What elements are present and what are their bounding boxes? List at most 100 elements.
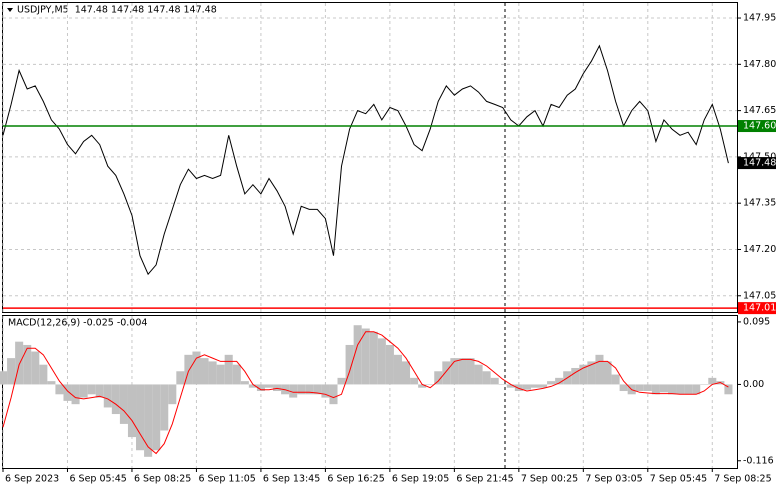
histogram-bar [353,325,362,385]
histogram-bar [31,351,40,385]
histogram-bar [321,384,330,398]
histogram-bar [273,384,282,392]
histogram-bar [95,384,104,398]
histogram-bar [47,381,56,385]
level-tag [738,120,776,133]
y-tick-label: 0.095 [743,316,770,327]
y-tick-label: 147.95 [743,13,776,24]
histogram-bar [152,384,161,451]
histogram-bar [539,384,548,388]
x-tick-label: 6 Sep 11:05 [198,474,255,485]
histogram-bar [555,377,564,385]
y-tick-label: 0.00 [743,379,764,390]
histogram-bar [482,371,491,385]
histogram-bar [579,364,588,385]
y-tick-label: 147.20 [743,244,776,255]
histogram-bar [651,384,660,395]
menu-icon [7,8,13,12]
histogram-bar [313,384,322,395]
y-tick-label: -0.116 [743,455,774,466]
histogram-bar [87,384,96,395]
histogram-bar [345,344,354,385]
histogram-bar [514,384,523,392]
histogram-bar [571,367,580,385]
histogram-bar [700,384,709,385]
histogram-bar [136,384,145,451]
histogram-bar [361,328,370,385]
x-tick-label: 6 Sep 2023 [5,474,59,485]
histogram-bar [369,331,378,385]
y-tick-label: 147.65 [743,105,776,116]
histogram-bar [176,371,185,385]
histogram-bar [506,384,515,388]
histogram-bar [305,384,314,395]
level-tag [738,302,776,315]
signal-line [2,331,729,455]
histogram-bar [240,381,249,385]
histogram-bar [127,384,137,438]
x-tick-label: 7 Sep 03:05 [585,474,642,485]
histogram-bar [248,384,257,388]
macd-title: MACD(12,26,9) -0.025 -0.004 [8,318,147,329]
histogram-bar [7,358,16,385]
histogram-bar [55,384,64,395]
price-panel [2,2,738,313]
histogram-bar [667,384,677,395]
histogram-bar [692,384,701,395]
histogram-bar [63,384,72,401]
y-tick-label: 147.05 [743,290,776,301]
y-tick-label: 147.35 [743,198,776,209]
histogram-bar [289,384,298,398]
histogram-bar [329,384,338,405]
x-tick-label: 6 Sep 21:45 [456,474,513,485]
histogram-bar [458,358,467,385]
price-tag [738,157,776,170]
histogram-bar [200,358,209,385]
histogram-bar [587,361,596,385]
histogram-bar [530,384,540,388]
x-tick-label: 6 Sep 05:45 [69,474,126,485]
histogram-bar [144,384,153,457]
histogram-bar [474,364,483,385]
histogram-bar [450,358,459,385]
x-tick-label: 6 Sep 19:05 [392,474,449,485]
histogram-bar [216,364,225,385]
histogram-bar [15,341,24,385]
x-tick-label: 7 Sep 08:25 [714,474,771,485]
histogram-bar [337,377,346,385]
chart-title: USDJPY,M5 147.48 147.48 147.48 147.48 [17,5,217,16]
histogram-bar [119,384,128,424]
histogram-bar [184,354,193,385]
histogram-bar [402,361,411,385]
histogram-bar [724,384,733,395]
histogram-bar [297,384,306,395]
histogram-bar [466,358,475,385]
level-label: 147.60 [743,121,776,132]
price-line [2,44,729,276]
histogram-bar [522,384,531,390]
histogram-bar [547,381,556,385]
histogram-bar [708,377,717,385]
price-label: 147.48 [743,158,776,169]
histogram-bar [256,384,265,392]
histogram-bar [603,361,612,385]
y-tick-label: 147.50 [743,151,776,162]
histogram-bar [611,374,620,385]
histogram-bar [498,384,507,385]
histogram-bar [0,371,8,385]
histogram-bar [71,384,80,405]
histogram-bar [684,384,693,395]
histogram-bar [385,344,394,385]
histogram-bar [208,361,217,385]
histogram-bar [111,384,120,415]
histogram-bar [79,384,88,398]
histogram-bar [595,354,604,385]
histogram-bar [232,364,241,385]
level-label: 147.01 [743,303,776,314]
histogram-bar [676,384,685,395]
histogram-bar [377,338,386,385]
histogram-bar [39,364,48,385]
histogram-bar [635,384,644,392]
